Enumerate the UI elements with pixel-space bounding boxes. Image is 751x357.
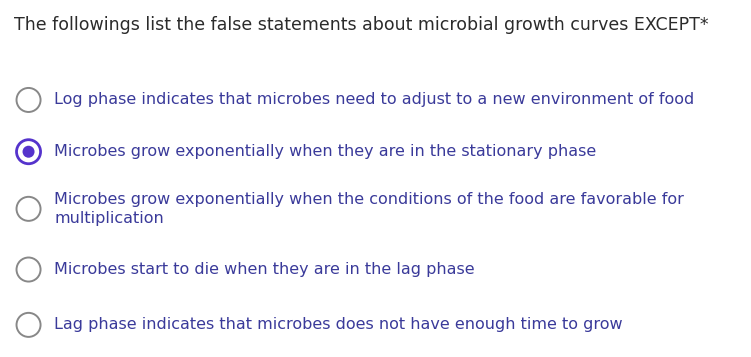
Text: Log phase indicates that microbes need to adjust to a new environment of food: Log phase indicates that microbes need t… xyxy=(54,92,695,107)
Text: Lag phase indicates that microbes does not have enough time to grow: Lag phase indicates that microbes does n… xyxy=(54,317,623,332)
Text: The followings list the false statements about microbial growth curves EXCEPT*: The followings list the false statements… xyxy=(14,16,708,34)
Text: Microbes start to die when they are in the lag phase: Microbes start to die when they are in t… xyxy=(54,262,475,277)
Text: Microbes grow exponentially when they are in the stationary phase: Microbes grow exponentially when they ar… xyxy=(54,144,596,159)
Ellipse shape xyxy=(23,146,35,158)
Text: multiplication: multiplication xyxy=(54,211,164,226)
Text: Microbes grow exponentially when the conditions of the food are favorable for: Microbes grow exponentially when the con… xyxy=(54,191,684,207)
